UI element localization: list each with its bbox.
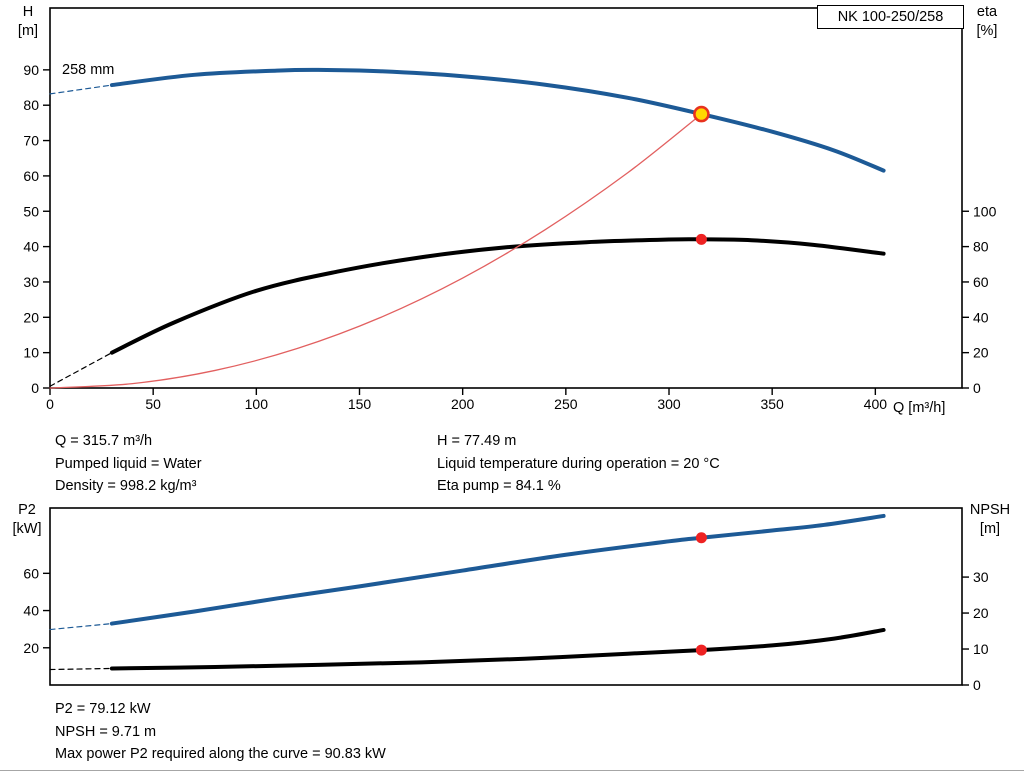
summary-line-density: Density = 998.2 kg/m³ [55, 478, 197, 494]
right-axis-tick-label: 40 [973, 309, 989, 325]
x-axis-tick-label: 50 [145, 396, 161, 412]
x-axis-tick-label: 100 [245, 396, 269, 412]
summary-line-p2: P2 = 79.12 kW [55, 701, 151, 717]
eta-point[interactable] [695, 233, 707, 245]
duty-summary-right: H = 77.49 m Liquid temperature during op… [437, 430, 720, 498]
summary-line-eta: Eta pump = 84.1 % [437, 478, 561, 494]
x-axis-tick-label: 250 [554, 396, 578, 412]
p2-point[interactable] [695, 532, 707, 544]
npsh-axis-label-unit: [m] [979, 521, 1001, 537]
chart-frame [49, 7, 963, 389]
q-axis-label: Q [m³/h] [893, 400, 946, 416]
eta-axis-label-unit: [%] [976, 23, 998, 39]
summary-line-liquid: Pumped liquid = Water [55, 455, 202, 472]
summary-line-maxpower: Max power P2 required along the curve = … [55, 746, 386, 762]
summary-line-h: H = 77.49 m [437, 433, 517, 449]
right-axis-tick-label: 20 [973, 605, 989, 621]
left-axis-tick-label: 20 [23, 640, 39, 656]
x-axis-tick-label: 150 [348, 396, 372, 412]
impeller-diameter-label: 258 mm [62, 62, 115, 78]
x-axis-tick-label: 350 [760, 396, 784, 412]
x-axis-tick-label: 0 [46, 396, 54, 412]
summary-line-temp: Liquid temperature during operation = 20… [437, 455, 720, 472]
h-axis-label: H [m] [8, 3, 48, 41]
left-axis-tick-label: 0 [31, 380, 39, 396]
npsh-axis-label: NPSH [m] [960, 501, 1020, 539]
p2-axis-label-unit: [kW] [12, 521, 42, 537]
p2-curve-dashed [49, 622, 113, 631]
duty-summary-left: Q = 315.7 m³/h Pumped liquid = Water Den… [55, 430, 202, 498]
p2-axis-label-symbol: P2 [18, 502, 36, 518]
power-summary: P2 = 79.12 kW NPSH = 9.71 m Max power P2… [55, 698, 386, 766]
x-axis-tick-label: 300 [657, 396, 681, 412]
x-axis-tick-label: 400 [864, 396, 888, 412]
left-axis-tick-label: 30 [23, 274, 39, 290]
left-axis-tick-label: 40 [23, 239, 39, 255]
right-axis-tick-label: 0 [973, 380, 981, 396]
pump-type-badge: NK 100-250/258 [817, 5, 964, 29]
right-axis-tick-label: 10 [973, 641, 989, 657]
right-axis-tick-label: 20 [973, 345, 989, 361]
npsh-curve [109, 627, 886, 671]
npsh-axis-label-symbol: NPSH [969, 502, 1011, 518]
p2-axis-label: P2 [kW] [4, 501, 50, 539]
right-axis-tick-label: 0 [973, 677, 981, 693]
h-axis-label-unit: [m] [17, 23, 39, 39]
right-axis-tick-label: 30 [973, 569, 989, 585]
left-axis-tick-label: 60 [23, 565, 39, 581]
p2-curve [109, 513, 886, 626]
x-axis-tick-label: 200 [451, 396, 475, 412]
summary-line-npsh: NPSH = 9.71 m [55, 723, 157, 740]
pump-curve [109, 67, 886, 173]
left-axis-tick-label: 90 [23, 62, 39, 78]
summary-line-q: Q = 315.7 m³/h [55, 433, 153, 449]
right-axis-tick-label: 100 [973, 203, 997, 219]
eta-curve-dashed [49, 352, 113, 387]
eta-axis-label-symbol: eta [976, 4, 998, 20]
left-axis-tick-label: 80 [23, 97, 39, 113]
left-axis-tick-label: 70 [23, 133, 39, 149]
duty-parabola [49, 113, 703, 389]
left-axis-tick-label: 40 [23, 603, 39, 619]
left-axis-tick-label: 50 [23, 203, 39, 219]
chart-frame [49, 507, 963, 686]
bottom-divider [0, 770, 1024, 771]
eta-axis-label: eta [%] [963, 3, 1011, 41]
left-axis-tick-label: 20 [23, 309, 39, 325]
right-axis-tick-label: 80 [973, 239, 989, 255]
duty-point[interactable] [693, 105, 710, 123]
pump-curve-dashed [49, 84, 113, 95]
eta-curve [109, 237, 886, 355]
h-axis-label-symbol: H [22, 4, 34, 20]
left-axis-tick-label: 10 [23, 345, 39, 361]
right-axis-tick-label: 60 [973, 274, 989, 290]
npsh-curve-dashed [49, 667, 113, 671]
left-axis-tick-label: 60 [23, 168, 39, 184]
npsh-point[interactable] [695, 644, 707, 656]
